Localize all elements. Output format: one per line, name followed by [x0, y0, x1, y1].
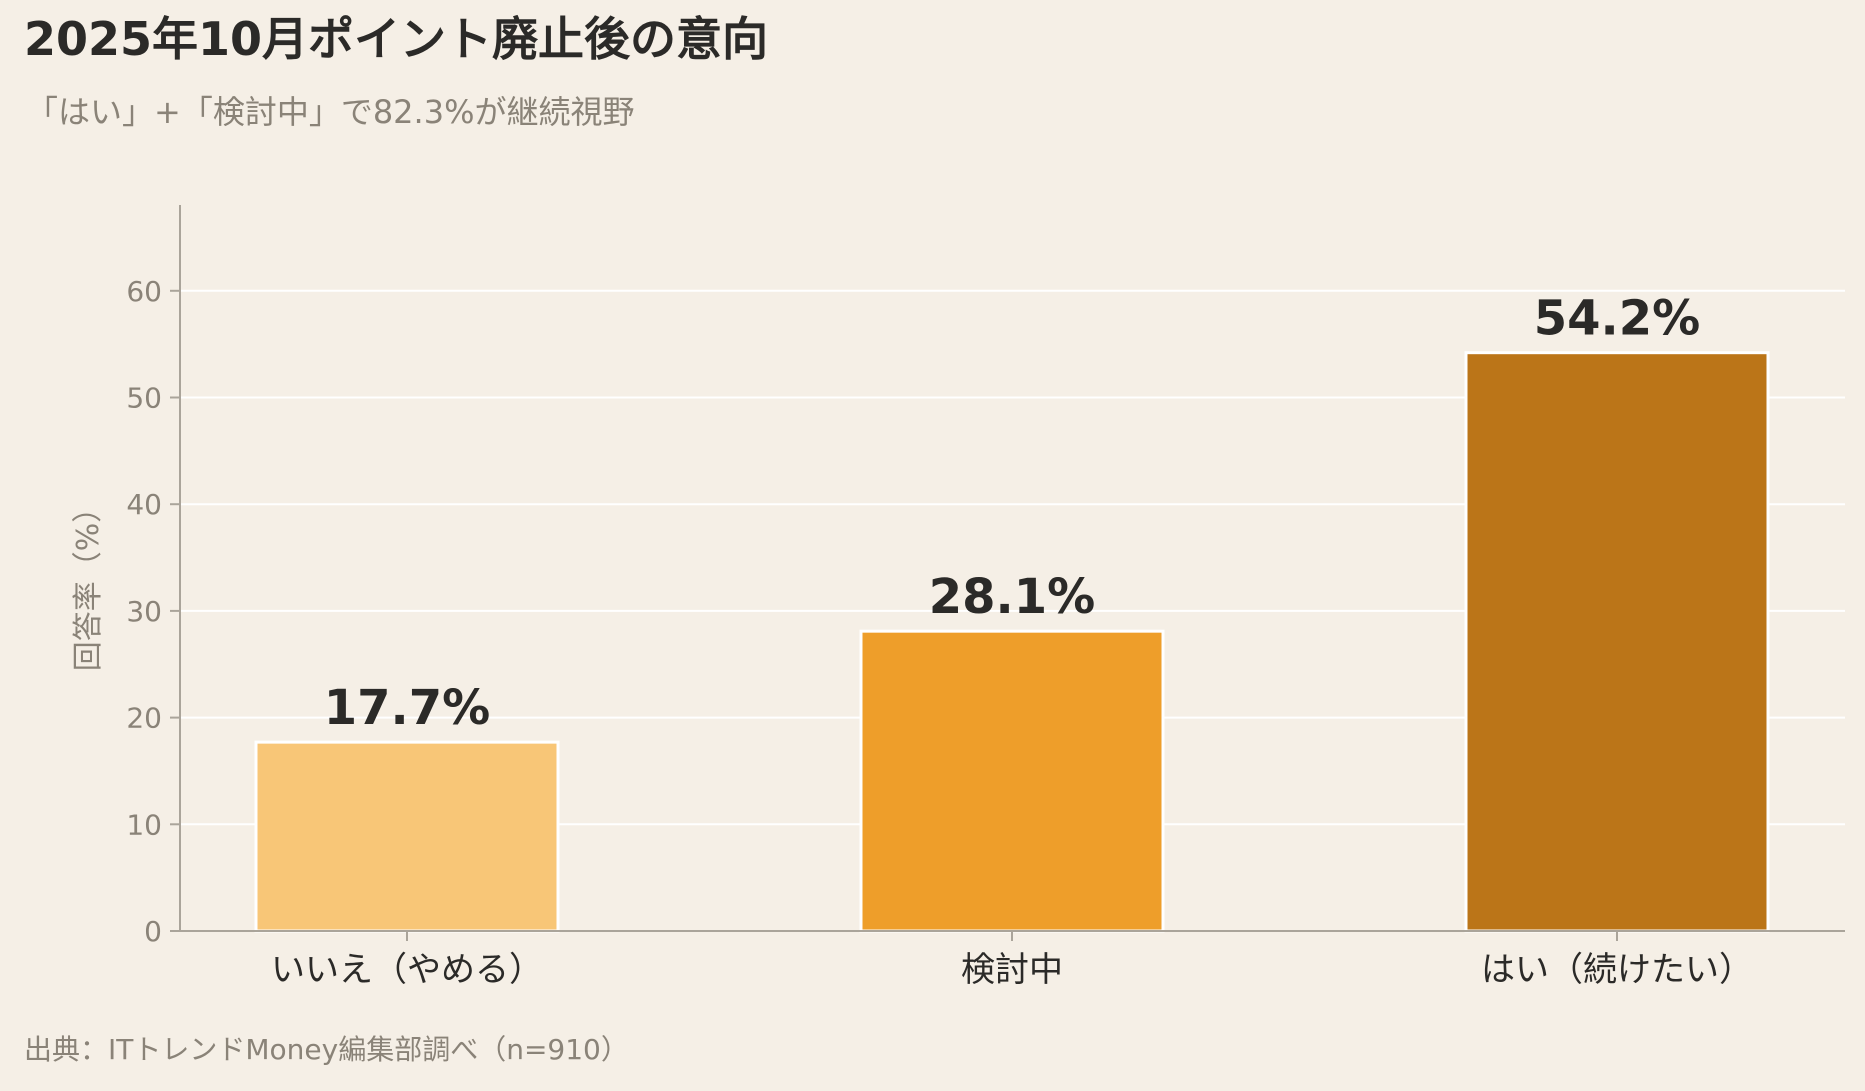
- data-label: 17.7%: [324, 680, 491, 736]
- bar: [254, 740, 560, 933]
- x-tick-label: はい（続けたい）: [1481, 950, 1753, 990]
- y-tick-label: 20: [126, 702, 162, 735]
- y-tick-label: 30: [126, 595, 162, 628]
- y-ticks: 0 10 20 30 40 50 60: [126, 275, 1618, 948]
- bar: [1464, 351, 1770, 933]
- chart-title: 2025年10月ポイント廃止後の意向: [24, 12, 769, 66]
- y-tick-label: 50: [126, 382, 162, 415]
- y-axis-title: 回答率（%）: [71, 493, 106, 672]
- x-tick-label: いいえ（やめる）: [271, 950, 543, 990]
- chart-source: 出典：ITトレンドMoney編集部調べ（n=910）: [24, 1033, 629, 1066]
- x-tick-label: 検討中: [961, 950, 1063, 990]
- data-label: 54.2%: [1534, 291, 1701, 347]
- y-tick-label: 60: [126, 275, 162, 308]
- y-tick-label: 40: [126, 488, 162, 521]
- labels: いいえ（やめる） 17.7% 検討中 28.1% はい（続けたい） 54.2%: [271, 291, 1753, 990]
- y-tick-label: 0: [144, 915, 162, 948]
- chart-subtitle: 「はい」+「検討中」で82.3%が継続視野: [26, 93, 635, 131]
- data-label: 28.1%: [929, 569, 1096, 625]
- bars: [254, 351, 1770, 933]
- y-tick-label: 10: [126, 808, 162, 841]
- bar: [859, 629, 1165, 933]
